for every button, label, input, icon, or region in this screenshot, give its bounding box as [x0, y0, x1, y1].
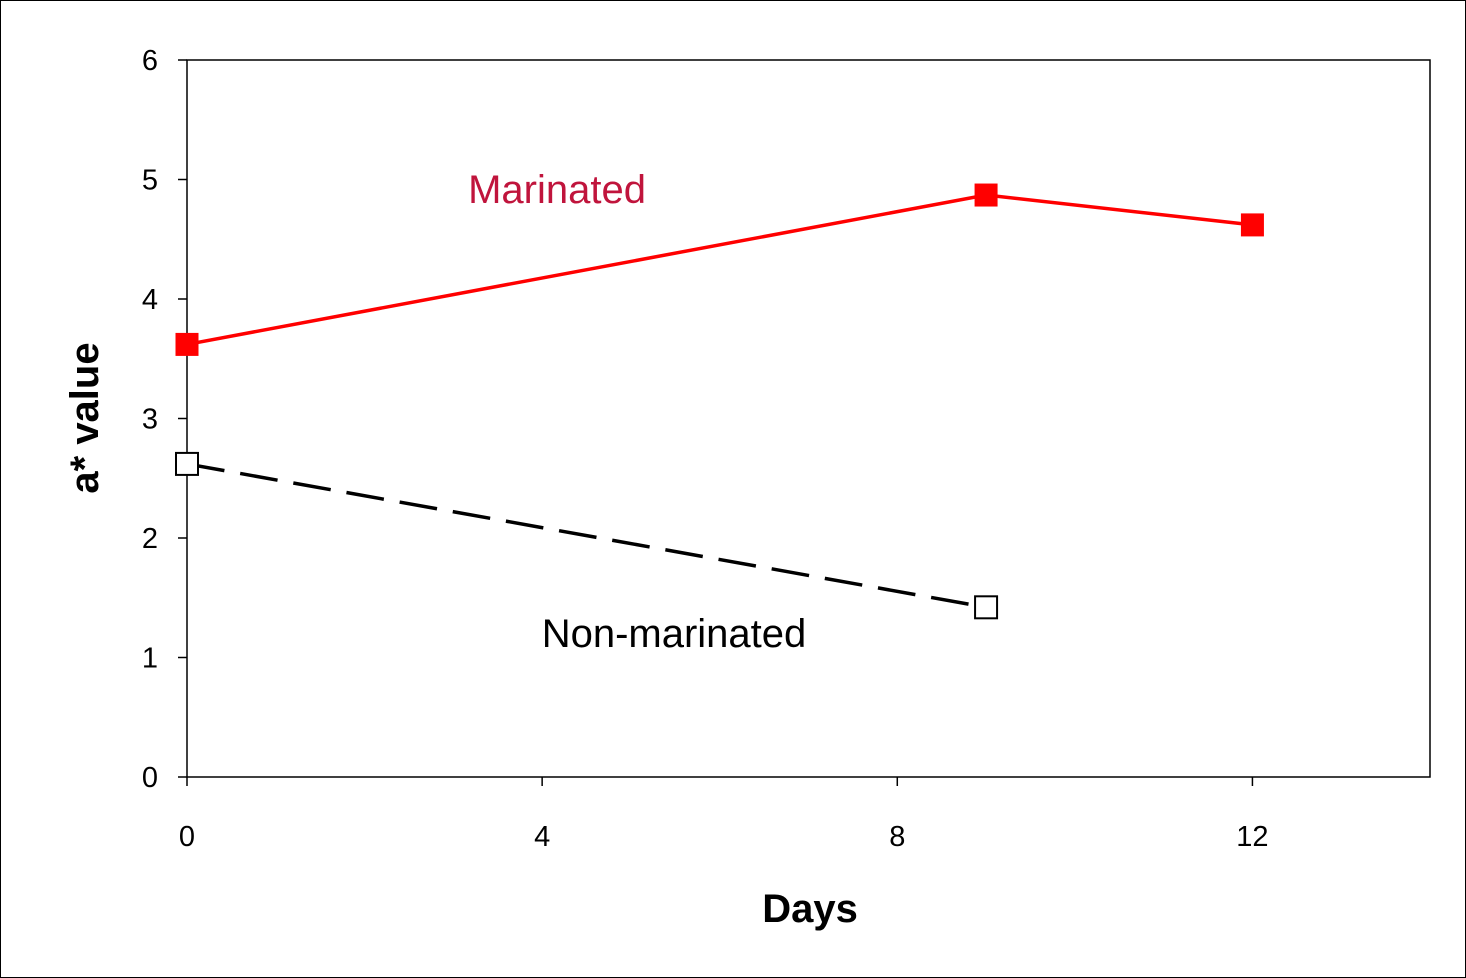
y-tick-label: 5: [142, 165, 158, 197]
y-axis-ticks: 0 1 2 3 4 5 6: [142, 45, 187, 794]
y-tick-label: 2: [142, 523, 158, 555]
series-layer: [175, 183, 1264, 620]
series-line-non-marinated: [186, 462, 987, 610]
series-label-marinated: Marinated: [468, 168, 646, 212]
plot-area: [186, 59, 1431, 778]
x-tick-label: 12: [1236, 821, 1268, 853]
x-axis-title: Days: [762, 887, 858, 931]
y-axis-title: a* value: [63, 342, 107, 493]
x-tick-label: 0: [179, 821, 195, 853]
data-point-marinated: [974, 183, 998, 207]
x-tick-label: 8: [889, 821, 905, 853]
data-point-marinated: [175, 332, 199, 356]
series-label-non-marinated: Non-marinated: [542, 612, 807, 656]
y-tick-label: 3: [142, 404, 158, 436]
data-point-non-marinated: [175, 451, 199, 476]
y-tick-label: 0: [142, 762, 158, 794]
data-point-marinated: [1240, 213, 1264, 237]
data-point-non-marinated: [974, 595, 999, 620]
x-axis-ticks: 0 4 8 12: [179, 777, 1269, 853]
x-tick-label: 4: [534, 821, 550, 853]
y-tick-label: 4: [142, 284, 158, 316]
y-tick-label: 6: [142, 45, 158, 77]
y-tick-label: 1: [142, 643, 158, 675]
